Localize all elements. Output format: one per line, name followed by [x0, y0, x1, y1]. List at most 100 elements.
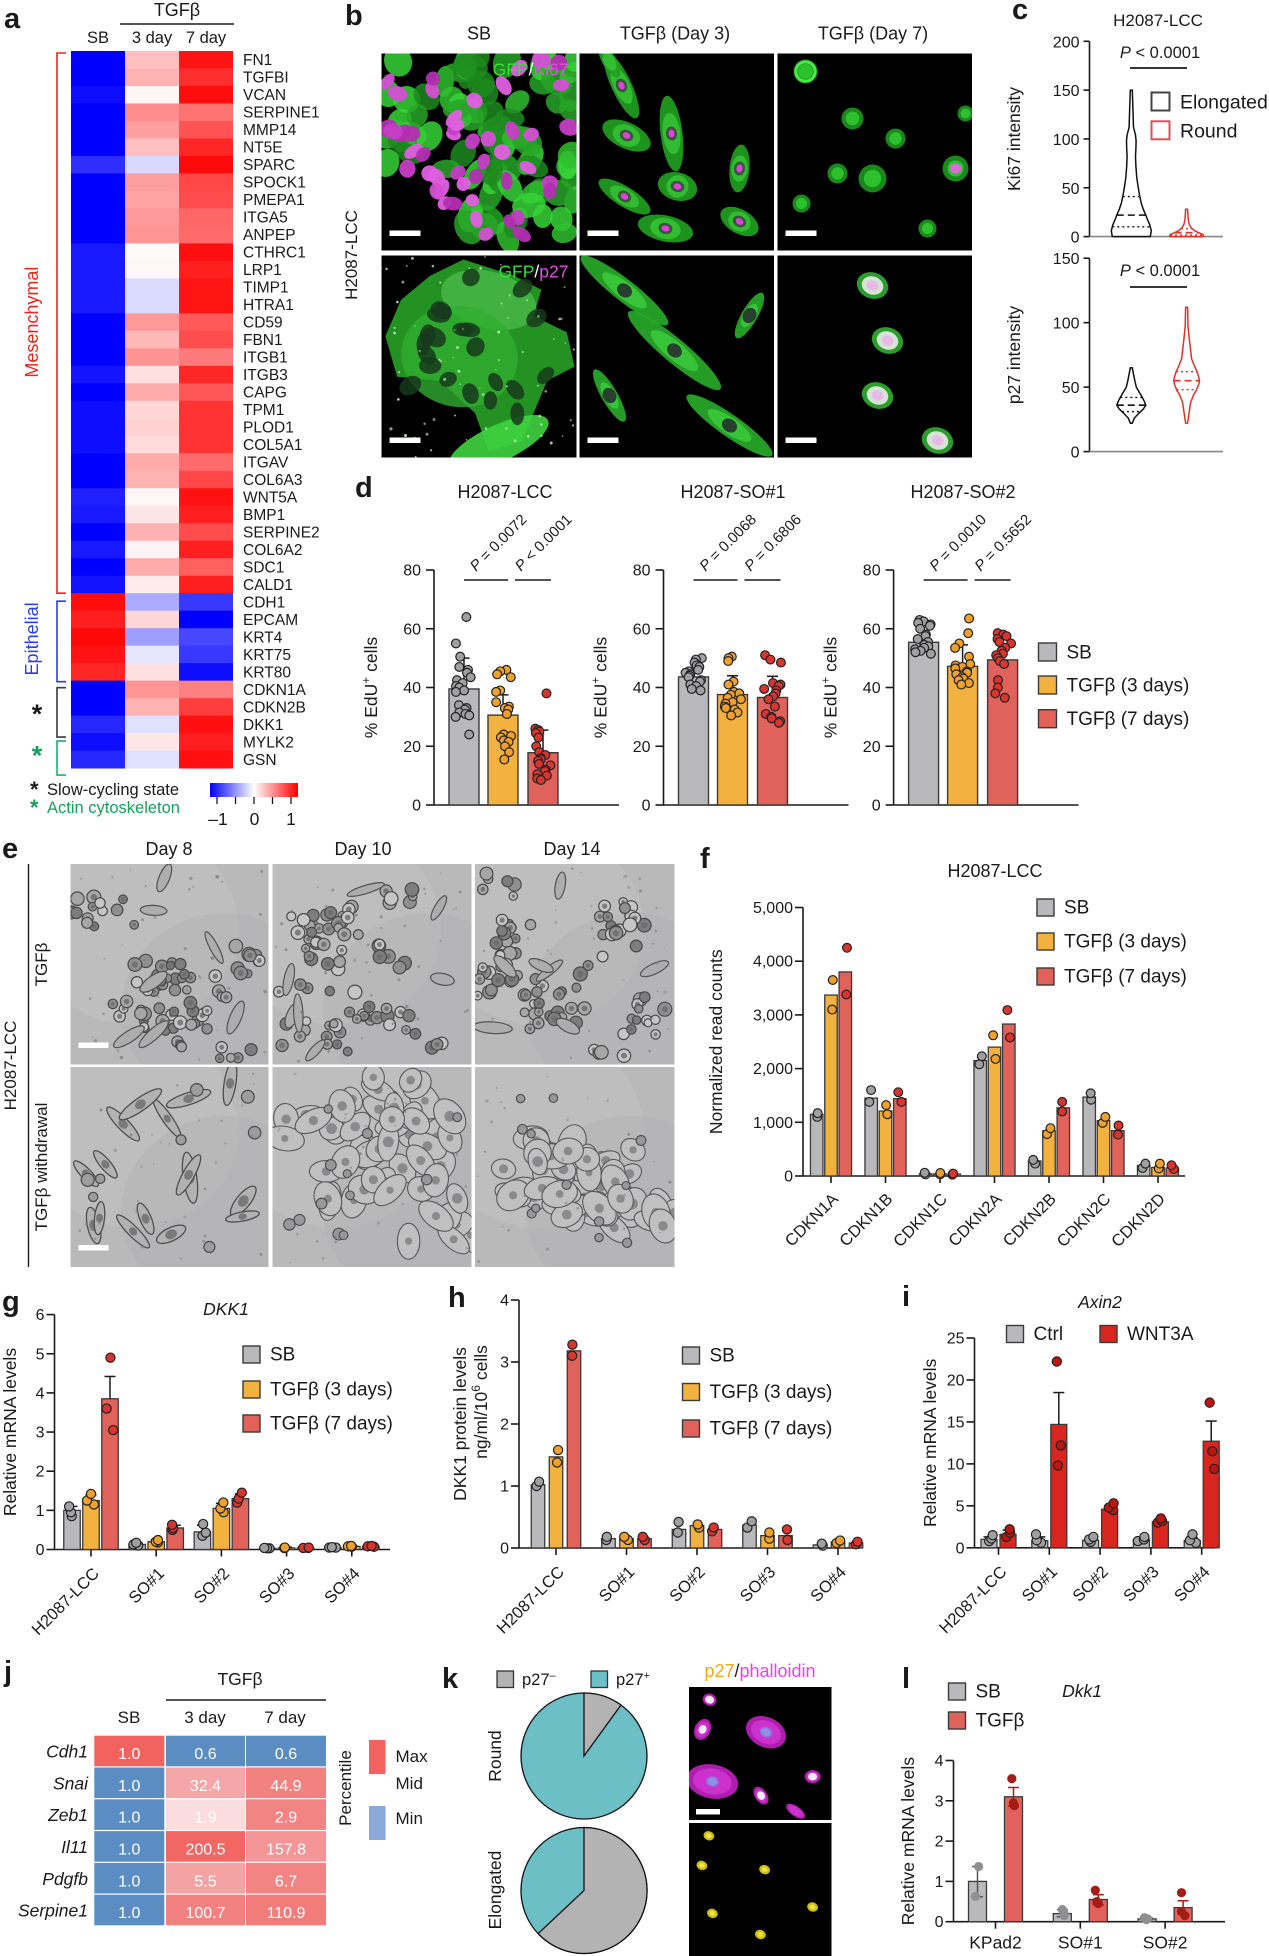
svg-text:80: 80: [633, 563, 651, 580]
svg-text:a: a: [4, 3, 21, 35]
svg-text:FBN1: FBN1: [243, 332, 283, 349]
svg-text:ANPEP: ANPEP: [243, 227, 296, 244]
svg-text:Relative mRNA levels: Relative mRNA levels: [898, 1757, 918, 1925]
svg-text:WNT3A: WNT3A: [1127, 1324, 1194, 1345]
svg-text:2: 2: [500, 1417, 509, 1434]
svg-text:80: 80: [863, 563, 881, 580]
svg-text:1: 1: [935, 1874, 944, 1891]
svg-text:1.0: 1.0: [118, 1905, 140, 1922]
svg-text:SB: SB: [87, 29, 109, 47]
svg-text:1.0: 1.0: [118, 1778, 140, 1795]
svg-text:Epithelial: Epithelial: [22, 602, 42, 675]
svg-text:20: 20: [947, 1372, 965, 1389]
svg-text:SB: SB: [1064, 898, 1089, 919]
svg-text:0: 0: [1071, 230, 1080, 247]
svg-text:2: 2: [935, 1834, 944, 1851]
svg-text:0: 0: [956, 1540, 965, 1557]
svg-text:CTHRC1: CTHRC1: [243, 245, 306, 262]
svg-text:CD59: CD59: [243, 315, 283, 332]
svg-text:SO#1: SO#1: [1058, 1933, 1103, 1953]
svg-text:0: 0: [935, 1914, 944, 1931]
svg-text:CAPG: CAPG: [243, 385, 287, 402]
svg-text:LRP1: LRP1: [243, 262, 282, 279]
svg-text:Serpine1: Serpine1: [18, 1901, 88, 1921]
svg-text:Slow-cycling state: Slow-cycling state: [47, 781, 179, 799]
svg-text:Ki67 intensity: Ki67 intensity: [1004, 87, 1024, 191]
svg-text:1: 1: [36, 1503, 45, 1520]
svg-text:40: 40: [633, 680, 651, 697]
svg-text:5: 5: [36, 1346, 45, 1363]
svg-text:Mesenchymal: Mesenchymal: [22, 267, 42, 378]
svg-text:ITGA5: ITGA5: [243, 210, 288, 227]
svg-text:CDKN1A: CDKN1A: [243, 682, 307, 699]
svg-text:SO#2: SO#2: [1143, 1933, 1188, 1953]
svg-text:Pdgfb: Pdgfb: [42, 1869, 88, 1889]
svg-text:*: *: [32, 741, 43, 771]
svg-text:SPARC: SPARC: [243, 157, 295, 174]
svg-text:h: h: [448, 1282, 466, 1314]
svg-text:0: 0: [500, 1541, 509, 1558]
svg-text:DKK1 protein levelsng/ml/106 c: DKK1 protein levelsng/ml/106 cells: [450, 1345, 491, 1501]
svg-text:NT5E: NT5E: [243, 140, 283, 157]
svg-text:KRT75: KRT75: [243, 647, 291, 664]
svg-text:32.4: 32.4: [190, 1778, 221, 1795]
svg-text:b: b: [345, 0, 363, 32]
svg-text:110.9: 110.9: [267, 1905, 306, 1922]
svg-text:200: 200: [1053, 34, 1080, 51]
svg-text:1.0: 1.0: [118, 1746, 140, 1763]
svg-text:TGFβ (Day 3): TGFβ (Day 3): [620, 24, 730, 44]
svg-text:20: 20: [863, 739, 881, 756]
svg-text:*: *: [30, 777, 39, 802]
svg-text:H2087-LCC: H2087-LCC: [1113, 11, 1203, 30]
svg-text:l: l: [902, 1663, 910, 1695]
svg-text:MYLK2: MYLK2: [243, 734, 294, 751]
svg-text:j: j: [3, 1656, 12, 1688]
svg-text:Axin2: Axin2: [1077, 1292, 1122, 1312]
svg-text:3 day: 3 day: [132, 29, 173, 47]
svg-text:Min: Min: [396, 1809, 423, 1828]
svg-text:SPOCK1: SPOCK1: [243, 175, 306, 192]
svg-text:TGFβ (Day 7): TGFβ (Day 7): [818, 24, 928, 44]
svg-text:SB: SB: [1067, 643, 1092, 664]
svg-text:Max: Max: [396, 1747, 429, 1766]
svg-text:p27–: p27–: [522, 1670, 557, 1689]
svg-text:SB: SB: [118, 1708, 141, 1727]
svg-text:VCAN: VCAN: [243, 87, 286, 104]
svg-text:6: 6: [36, 1307, 45, 1324]
svg-text:MMP14: MMP14: [243, 122, 297, 139]
svg-text:% EdU+ cells: % EdU+ cells: [359, 637, 381, 739]
svg-text:0: 0: [642, 798, 651, 815]
svg-text:200.5: 200.5: [185, 1842, 225, 1859]
svg-text:150: 150: [1053, 83, 1080, 100]
svg-text:1.0: 1.0: [118, 1873, 140, 1890]
svg-text:Ctrl: Ctrl: [1034, 1324, 1064, 1345]
svg-text:k: k: [442, 1663, 459, 1695]
svg-text:TIMP1: TIMP1: [243, 280, 289, 297]
svg-text:Day 14: Day 14: [543, 839, 600, 859]
svg-text:2: 2: [36, 1464, 45, 1481]
svg-text:0: 0: [36, 1542, 45, 1559]
svg-text:Cdh1: Cdh1: [46, 1742, 88, 1762]
svg-text:2.9: 2.9: [275, 1810, 297, 1827]
svg-text:g: g: [2, 1286, 20, 1318]
svg-text:c: c: [1012, 0, 1028, 26]
svg-text:100: 100: [1053, 132, 1080, 149]
svg-text:*: *: [30, 795, 39, 820]
svg-text:40: 40: [863, 680, 881, 697]
svg-text:DKK1: DKK1: [203, 1299, 249, 1319]
svg-text:HTRA1: HTRA1: [243, 297, 294, 314]
svg-text:FN1: FN1: [243, 52, 272, 69]
svg-text:3: 3: [500, 1355, 509, 1372]
svg-text:TPM1: TPM1: [243, 402, 284, 419]
svg-text:P < 0.0001: P < 0.0001: [1120, 262, 1200, 280]
svg-text:80: 80: [403, 563, 421, 580]
svg-text:ITGB3: ITGB3: [243, 367, 288, 384]
svg-text:1.9: 1.9: [194, 1810, 216, 1827]
svg-text:SB: SB: [270, 1345, 295, 1366]
svg-text:H2087-LCC: H2087-LCC: [947, 861, 1042, 881]
svg-text:TGFβ withdrawal: TGFβ withdrawal: [32, 1103, 51, 1232]
svg-text:TGFβ (7 days): TGFβ (7 days): [1064, 967, 1187, 988]
svg-text:Mid: Mid: [396, 1774, 423, 1793]
svg-text:Elongated: Elongated: [485, 1851, 505, 1930]
svg-text:TGFβ (3 days): TGFβ (3 days): [1067, 676, 1190, 697]
